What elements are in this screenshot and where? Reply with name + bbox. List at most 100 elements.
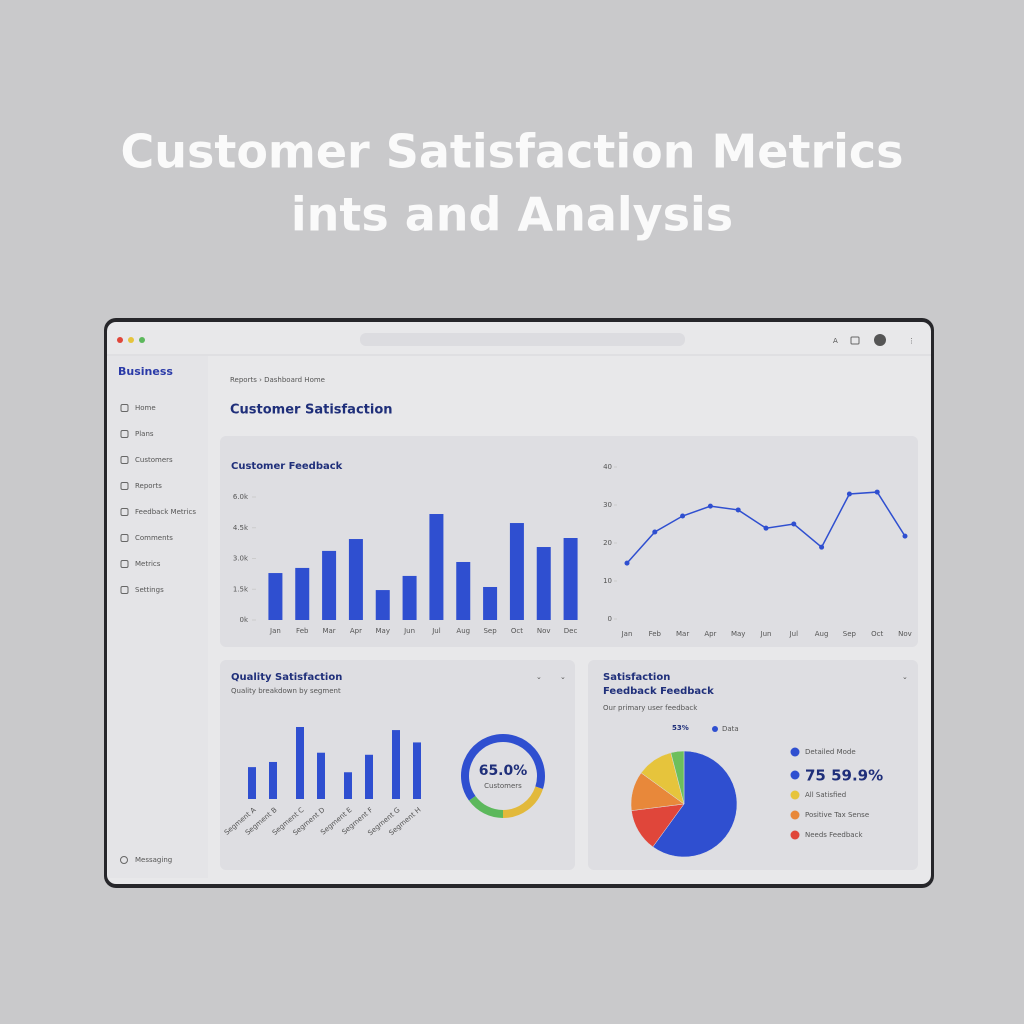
panel-title: Quality Satisfaction <box>231 672 342 683</box>
brand: Business <box>118 365 173 378</box>
x-tick-label: Oct <box>511 627 523 635</box>
legend-swatch <box>712 726 718 732</box>
icon <box>120 456 129 464</box>
bar <box>365 754 373 799</box>
x-tick-label: Jun <box>760 630 772 638</box>
x-tick-label: Mar <box>676 630 689 638</box>
panel-subtitle: Quality breakdown by segment <box>231 687 341 695</box>
bar <box>322 550 337 620</box>
bar <box>296 727 304 799</box>
bar <box>344 772 352 799</box>
bar <box>295 567 310 620</box>
x-tick-label: May <box>376 627 390 635</box>
x-tick-label: Apr <box>350 627 362 635</box>
icon <box>120 586 129 594</box>
donut-segment <box>469 795 504 818</box>
breadcrumb[interactable]: Reports › Dashboard Home <box>230 376 325 384</box>
x-tick-label: Jul <box>789 630 799 638</box>
y-tick-label: 3.0k <box>233 555 249 563</box>
menu[interactable]: ⌄ <box>902 673 908 681</box>
x-tick-label: Nov <box>537 627 551 635</box>
bar <box>348 539 363 620</box>
icon <box>120 404 129 412</box>
x-tick-label: Aug <box>456 627 470 635</box>
bar <box>392 730 400 799</box>
nav-item[interactable]: Metrics <box>135 560 161 568</box>
sidebar <box>108 356 208 878</box>
icon <box>120 560 129 568</box>
bar <box>536 547 551 620</box>
nav-item[interactable]: Settings <box>135 586 164 594</box>
panel-title: Customer Feedback <box>231 461 343 472</box>
bar <box>429 514 444 620</box>
dot[interactable] <box>117 337 123 343</box>
y-tick-label: 30 <box>603 501 612 509</box>
icon <box>120 482 129 490</box>
bar <box>483 586 498 620</box>
x-tick-label: May <box>731 630 745 638</box>
x-tick-label: Feb <box>649 630 662 638</box>
point <box>680 513 686 519</box>
point <box>624 560 630 566</box>
x-tick-label: Oct <box>871 630 883 638</box>
menu[interactable]: ⌄ <box>560 673 566 681</box>
y-tick-label: 0k <box>239 616 248 624</box>
panel-title: Feedback Feedback <box>603 686 714 697</box>
nav-item[interactable]: Comments <box>135 534 173 542</box>
bar <box>456 561 471 620</box>
icon[interactable]: A <box>833 337 838 345</box>
x-tick-label: Aug <box>815 630 829 638</box>
point <box>791 521 797 527</box>
icon <box>120 534 129 542</box>
highlight: 75 59.9% <box>805 767 883 785</box>
avatar[interactable] <box>874 334 886 346</box>
donut-caption: Customers <box>484 782 522 790</box>
y-tick-label: 40 <box>603 463 612 471</box>
legend-label: Detailed Mode <box>805 748 856 756</box>
icon[interactable]: ⋮ <box>908 337 915 345</box>
nav-item[interactable]: Feedback Metrics <box>135 508 196 516</box>
y-tick-label: 4.5k <box>233 524 249 532</box>
nav-item[interactable]: Home <box>135 404 156 412</box>
pie-slice <box>670 750 685 805</box>
point <box>902 533 908 539</box>
nav-item[interactable]: Reports <box>135 482 162 490</box>
x-tick-label: Jan <box>269 627 281 635</box>
point <box>735 507 741 513</box>
x-tick-label: Sep <box>843 630 857 638</box>
page-title: Customer Satisfaction <box>230 403 393 418</box>
legend-swatch <box>790 770 800 780</box>
x-tick-label: Dec <box>564 627 578 635</box>
bar <box>317 752 325 799</box>
dot[interactable] <box>139 337 145 343</box>
nav-item[interactable]: Customers <box>135 456 173 464</box>
headline: ints and Analysis <box>291 188 733 242</box>
y-tick-label: 10 <box>603 577 612 585</box>
icon <box>120 508 129 516</box>
nav-item[interactable]: Plans <box>135 430 154 438</box>
x-tick-label: Jan <box>621 630 633 638</box>
bar <box>248 767 256 799</box>
dot[interactable] <box>128 337 134 343</box>
x-tick-label: Apr <box>704 630 716 638</box>
bar <box>402 575 417 620</box>
y-tick-label: 0 <box>608 615 612 623</box>
bar <box>268 573 283 620</box>
x-tick-label: Mar <box>322 627 335 635</box>
nav-item[interactable]: Messaging <box>135 856 172 864</box>
donut-segment <box>502 786 543 818</box>
bar <box>269 761 277 799</box>
y-tick-label: 1.5k <box>233 585 249 593</box>
y-tick-label: 6.0k <box>233 493 249 501</box>
bar <box>375 590 390 620</box>
icon[interactable] <box>850 336 860 345</box>
panel-subtitle: Our primary user feedback <box>603 704 698 712</box>
x-tick-label: Feb <box>296 627 309 635</box>
legend-swatch <box>790 790 800 800</box>
icon <box>120 856 128 864</box>
menu[interactable]: ⌄ <box>536 673 542 681</box>
legend-label: All Satisfied <box>805 791 846 799</box>
address-bar[interactable] <box>360 333 685 346</box>
